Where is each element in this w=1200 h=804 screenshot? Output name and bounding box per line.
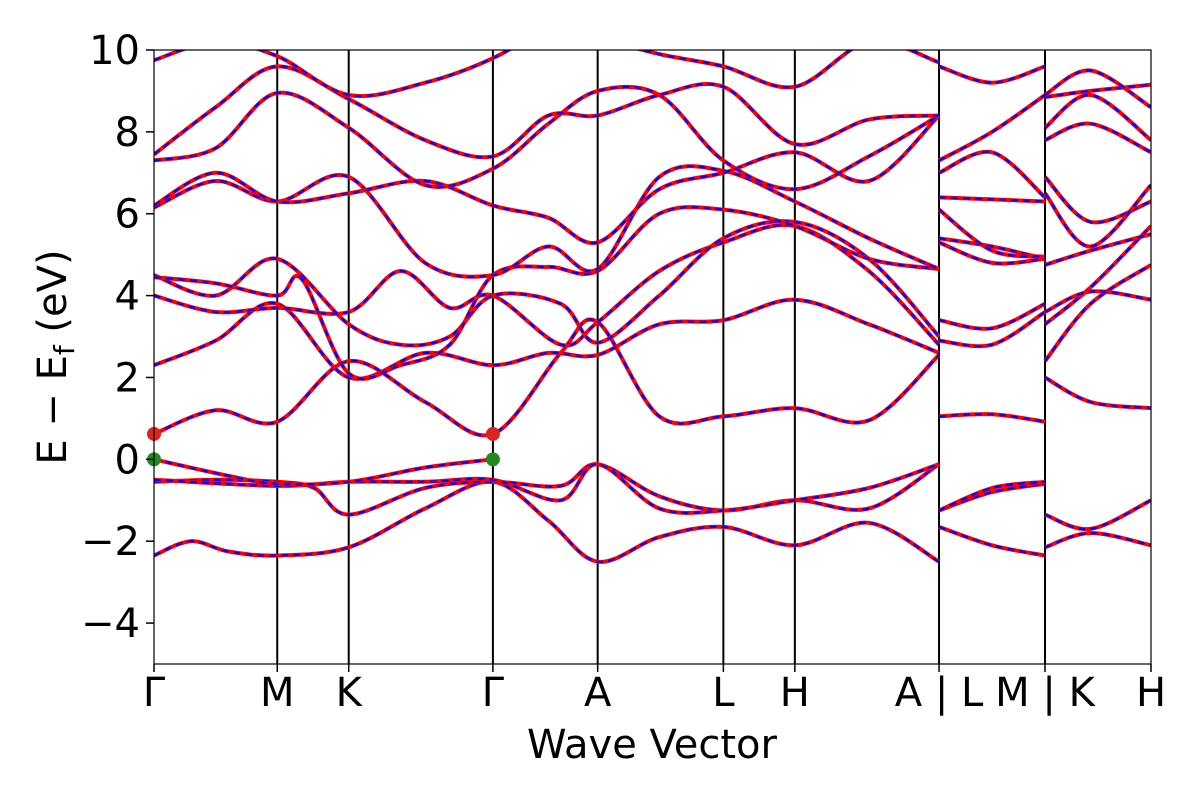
band-line-blue <box>154 114 940 245</box>
x-axis-title: Wave Vector <box>527 722 778 768</box>
y-tick-label: 8 <box>115 110 140 156</box>
band-line-blue <box>1044 176 1151 224</box>
band-line-red <box>1044 375 1151 411</box>
band-line-blue <box>1044 69 1151 109</box>
band-line-red <box>154 457 494 487</box>
y-axis-title-main: E − E <box>30 355 76 465</box>
band-line-red <box>154 223 941 348</box>
band-line-blue <box>938 237 1046 260</box>
band-line-red <box>154 50 513 98</box>
x-tick-label: Γ <box>143 670 166 716</box>
band-line-blue <box>1044 531 1151 549</box>
x-tick-label: K <box>336 670 364 716</box>
band-line-blue <box>1044 225 1151 326</box>
bands <box>154 50 1151 564</box>
band-line-blue <box>154 463 940 516</box>
y-tick-label: 10 <box>89 28 140 74</box>
x-tick-label: M | K <box>995 670 1096 716</box>
band-line-blue <box>154 50 511 98</box>
x-tick-label: Γ <box>482 670 505 716</box>
band-line-blue <box>154 65 940 159</box>
band-line-red <box>634 50 940 90</box>
band-line-red <box>938 525 1046 558</box>
y-tick-label: 0 <box>115 437 140 483</box>
y-tick-label: −2 <box>81 519 140 565</box>
band-line-red <box>154 114 941 246</box>
y-tick-label: 4 <box>115 274 140 320</box>
band-line-blue <box>1044 263 1151 362</box>
band-line-red <box>154 219 941 348</box>
y-axis-title-sub: f <box>48 344 81 355</box>
band-line-red <box>154 479 941 564</box>
band-line-blue <box>1044 233 1151 266</box>
x-tick-label: H <box>780 670 810 716</box>
band-line-blue <box>1044 184 1151 248</box>
x-tick-label: H <box>1136 670 1166 716</box>
band-line-red <box>938 64 1046 85</box>
band-line-red <box>154 84 941 192</box>
band-line-blue <box>938 413 1046 423</box>
band-line-blue <box>154 220 940 347</box>
y-axis: −4 −2 0 2 4 6 8 10 <box>81 28 154 647</box>
band-line-blue <box>154 298 940 380</box>
band-line-blue <box>938 241 1046 265</box>
band-line-red <box>1044 498 1151 532</box>
band-line-blue <box>154 480 940 563</box>
band-line-red <box>154 64 940 160</box>
band-line-red <box>938 149 1047 199</box>
band-line-blue <box>938 302 1046 330</box>
band-line-blue <box>938 480 1046 512</box>
y-tick-label: −4 <box>81 601 140 647</box>
band-line-blue <box>1044 93 1151 141</box>
band-line-blue <box>938 65 1046 84</box>
x-tick-label: A <box>584 670 612 716</box>
band-line-red <box>1044 82 1151 100</box>
band-line-blue <box>938 94 1046 162</box>
band-line-blue <box>938 150 1046 199</box>
band-line-blue <box>1044 499 1151 531</box>
band-line-blue <box>938 525 1046 557</box>
band-line-blue <box>938 196 1046 203</box>
y-tick-label: 6 <box>115 192 140 238</box>
x-tick-label: A | L <box>895 670 984 716</box>
band-line-blue <box>938 311 1046 348</box>
cbm-marker <box>485 426 500 441</box>
band-edge-markers <box>147 426 500 467</box>
band-line-blue <box>154 85 940 191</box>
band-line-blue <box>1044 376 1151 410</box>
y-axis-title-unit: (eV) <box>30 249 76 345</box>
x-tick-label: L <box>712 670 735 716</box>
vbm-marker <box>485 452 500 467</box>
plot-frame <box>153 49 1152 665</box>
high-symmetry-lines <box>276 50 1047 664</box>
band-line-red <box>154 462 941 517</box>
band-line-blue <box>154 223 940 347</box>
y-axis-title: E − Ef (eV) <box>30 249 81 464</box>
band-line-blue <box>938 208 1046 258</box>
band-line-blue <box>1044 290 1151 314</box>
band-line-blue <box>1044 122 1151 154</box>
band-line-blue <box>638 50 940 89</box>
x-tick-label: M <box>260 670 295 716</box>
band-line-red <box>1044 289 1151 314</box>
y-tick-label: 2 <box>115 355 140 401</box>
